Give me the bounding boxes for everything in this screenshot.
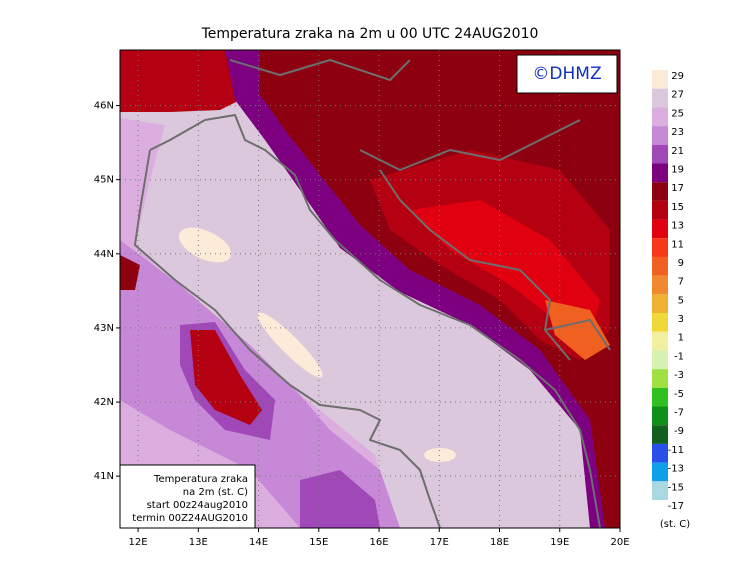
lon-tick-label: 18E — [490, 537, 509, 548]
colorbar-label: 27 — [671, 90, 684, 101]
info-line: na 2m (st. C) — [183, 487, 248, 498]
colorbar-label: -3 — [674, 370, 684, 381]
colorbar-label: 29 — [671, 71, 684, 82]
lat-tick-label: 45N — [94, 175, 114, 186]
colorbar-label: -13 — [668, 464, 684, 475]
colorbar-box — [652, 313, 668, 332]
colorbar-label: -7 — [674, 408, 684, 419]
colorbar-box — [652, 107, 668, 127]
italy-warm — [120, 240, 400, 528]
logo: ©DHMZ — [532, 64, 601, 84]
logo-box — [516, 54, 618, 94]
colorbar-label: -9 — [674, 426, 684, 437]
border — [229, 59, 611, 361]
info-line: Temperatura zraka — [153, 474, 248, 485]
lat-tick-label: 41N — [94, 471, 114, 482]
colorbar-label: 11 — [671, 239, 684, 250]
colorbar-label: 13 — [671, 221, 684, 232]
colorbar-box — [652, 238, 668, 257]
hot-patch — [190, 330, 262, 425]
colorbar-box — [652, 219, 668, 239]
hot-patch — [120, 255, 140, 290]
colorbar-box — [652, 256, 668, 276]
colorbar-label: 9 — [678, 258, 684, 269]
map-frame — [119, 49, 621, 529]
colorbar-box — [652, 443, 668, 463]
colorbar-box — [652, 462, 668, 482]
colorbar-box — [652, 182, 668, 201]
colorbar-label: -1 — [674, 351, 684, 362]
lon-tick-label: 14E — [249, 537, 268, 548]
lon-tick-label: 13E — [189, 537, 208, 548]
colorbar-label: 5 — [678, 295, 684, 306]
lon-tick-label: 12E — [129, 537, 148, 548]
colorbar-box — [652, 88, 668, 108]
colorbar-box — [652, 425, 668, 444]
colorbar-box — [652, 70, 668, 89]
lon-tick-label: 19E — [550, 537, 569, 548]
map-title: Temperatura zraka na 2m u 00 UTC 24AUG20… — [201, 26, 539, 42]
colorbar-label: -15 — [668, 482, 684, 493]
colorbar-box — [652, 481, 668, 500]
info-box — [119, 464, 256, 529]
coastline — [134, 149, 441, 528]
info-text: Temperatura zraka na 2m (st. C) start 00z2… — [132, 474, 248, 524]
colorbar-box — [652, 275, 668, 295]
lat-tick-label: 46N — [94, 101, 114, 112]
colorbar-label: 25 — [671, 108, 684, 119]
colorbar-box — [652, 369, 668, 388]
colorbar-box — [652, 163, 668, 183]
colorbar-box — [652, 126, 668, 145]
lon-tick-label: 20E — [610, 537, 629, 548]
colorbar-label: -11 — [668, 445, 684, 456]
colorbar-box — [652, 294, 668, 314]
cool-spot — [424, 448, 456, 462]
lat-tick-label: 43N — [94, 323, 114, 334]
lon-tick-label: 15E — [309, 537, 328, 548]
colorbar-unit: (st. C) — [660, 519, 690, 530]
colorbar-box — [652, 387, 668, 407]
colorbar-label: 1 — [678, 333, 684, 344]
lat-tick-label: 42N — [94, 397, 114, 408]
temperature-field — [120, 50, 620, 528]
info-line: start 00z24aug2010 — [147, 500, 248, 511]
colorbar-label: -5 — [674, 389, 684, 400]
colorbar-label: 19 — [671, 164, 684, 175]
colorbar-label: 7 — [678, 277, 684, 288]
grid: 12E 13E 14E 15E 16E 17E 18E 19E 20E 41N 42N 43N 44N 4… — [94, 50, 630, 548]
north-italy — [120, 50, 260, 112]
orange-patch — [545, 300, 610, 360]
lon-tick-label: 17E — [430, 537, 449, 548]
lon-tick-label: 16E — [370, 537, 389, 548]
colorbar: 29 27 25 23 21 19 17 15 13 11 9 7 5 3 1 -1 -3 -5 -7 -9 -11 -1… — [652, 70, 684, 512]
cool-spot — [178, 227, 232, 263]
colorbar-box — [652, 200, 668, 220]
cool-spot — [257, 312, 323, 378]
colorbar-box — [652, 350, 668, 370]
colorbar-label: -17 — [668, 501, 684, 512]
info-line: termin 00Z24AUG2010 — [132, 513, 248, 524]
colorbar-label: 21 — [671, 146, 684, 157]
lat-tick-label: 44N — [94, 249, 114, 260]
colorbar-label: 3 — [678, 314, 684, 325]
colorbar-label: 23 — [671, 127, 684, 138]
coastline — [149, 114, 601, 528]
colorbar-box — [652, 144, 668, 164]
colorbar-box — [652, 406, 668, 426]
colorbar-label: 17 — [671, 183, 684, 194]
warm-patch — [300, 470, 380, 528]
colorbar-box — [652, 331, 668, 351]
colorbar-label: 15 — [671, 202, 684, 213]
